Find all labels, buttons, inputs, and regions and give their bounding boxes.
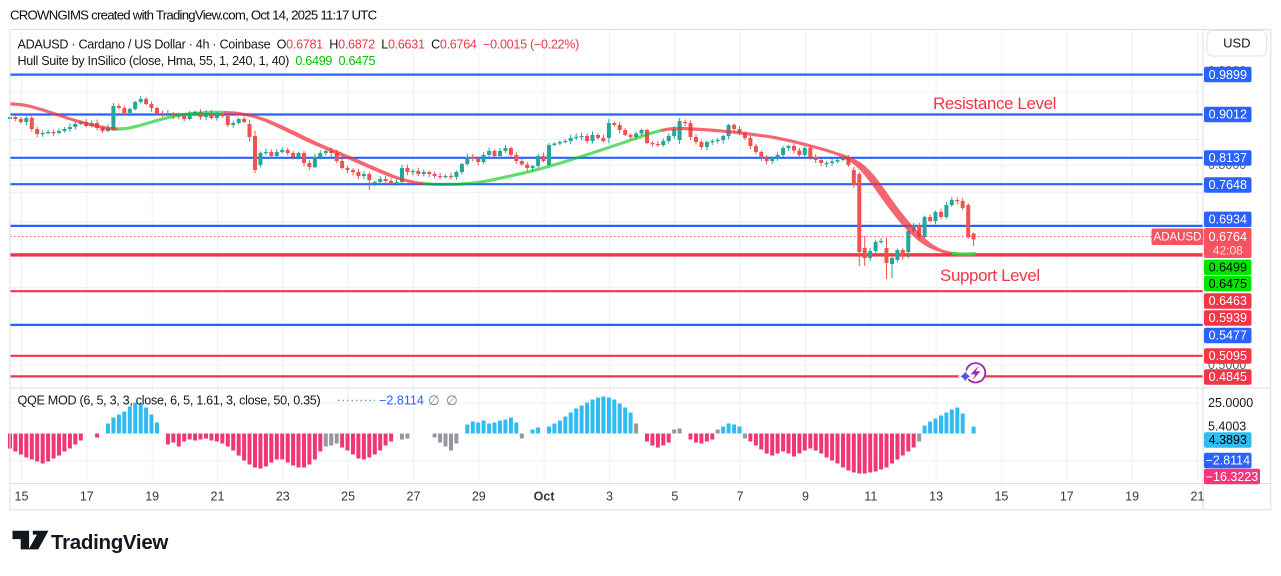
svg-text:USD: USD [1223,36,1250,51]
svg-text:21: 21 [211,490,225,504]
svg-text:27: 27 [407,490,421,504]
svg-text:Support Level: Support Level [940,266,1040,285]
svg-text:9: 9 [802,490,809,504]
svg-text:17: 17 [1060,490,1074,504]
svg-text:Resistance Level: Resistance Level [933,94,1056,113]
svg-text:0.4845: 0.4845 [1209,370,1247,384]
svg-text:29: 29 [472,490,486,504]
svg-text:0.6764: 0.6764 [1209,230,1247,244]
svg-text:0.6463: 0.6463 [1209,294,1247,308]
svg-text:4.3893: 4.3893 [1209,433,1247,447]
svg-text:ADAUSD · Cardano / US Dollar ·: ADAUSD · Cardano / US Dollar · 4h · Coin… [18,38,580,52]
svg-text:0.5477: 0.5477 [1209,329,1247,343]
svg-text:23: 23 [276,490,290,504]
svg-text:0.5095: 0.5095 [1209,349,1247,363]
svg-text:25.0000: 25.0000 [1208,396,1253,410]
svg-text:−2.8114: −2.8114 [1205,454,1250,468]
svg-text:0.9899: 0.9899 [1209,68,1247,82]
svg-text:21: 21 [1190,490,1204,504]
svg-text:3: 3 [606,490,613,504]
svg-text:19: 19 [145,490,159,504]
svg-text:Oct: Oct [534,490,556,504]
svg-text:TradingView: TradingView [51,531,168,554]
svg-text:−2.8114: −2.8114 [379,394,424,408]
svg-text:0.6934: 0.6934 [1209,213,1247,227]
svg-text:ADAUSD: ADAUSD [1154,232,1202,244]
svg-text:0.6499: 0.6499 [1209,261,1247,275]
svg-text:19: 19 [1125,490,1139,504]
svg-text:−16.3223: −16.3223 [1206,470,1259,484]
svg-text:42:08: 42:08 [1213,244,1243,258]
svg-text:0.8137: 0.8137 [1209,151,1247,165]
svg-text:25: 25 [341,490,355,504]
svg-text:∅: ∅ [446,393,458,408]
svg-text:11: 11 [864,490,877,504]
svg-text:15: 15 [15,490,29,504]
svg-text:0.7648: 0.7648 [1209,178,1247,192]
svg-text:0.5939: 0.5939 [1209,311,1247,325]
svg-text:CROWNGIMS created with Trading: CROWNGIMS created with TradingView.com, … [10,8,378,23]
svg-text:15: 15 [994,490,1008,504]
svg-text:QQE MOD (6, 5, 3, 3, close, 6,: QQE MOD (6, 5, 3, 3, close, 6, 5, 1.61, … [18,394,321,408]
svg-text:5.4003: 5.4003 [1208,420,1246,434]
svg-text:∅: ∅ [428,393,440,408]
svg-text:5: 5 [671,490,678,504]
svg-text:0.9012: 0.9012 [1209,108,1247,122]
svg-text:0.6475: 0.6475 [1209,277,1247,291]
svg-text:13: 13 [929,490,943,504]
svg-text:7: 7 [737,490,744,504]
svg-text:Hull Suite by InSilico (close,: Hull Suite by InSilico (close, Hma, 55, … [18,54,376,68]
svg-text:17: 17 [80,490,94,504]
